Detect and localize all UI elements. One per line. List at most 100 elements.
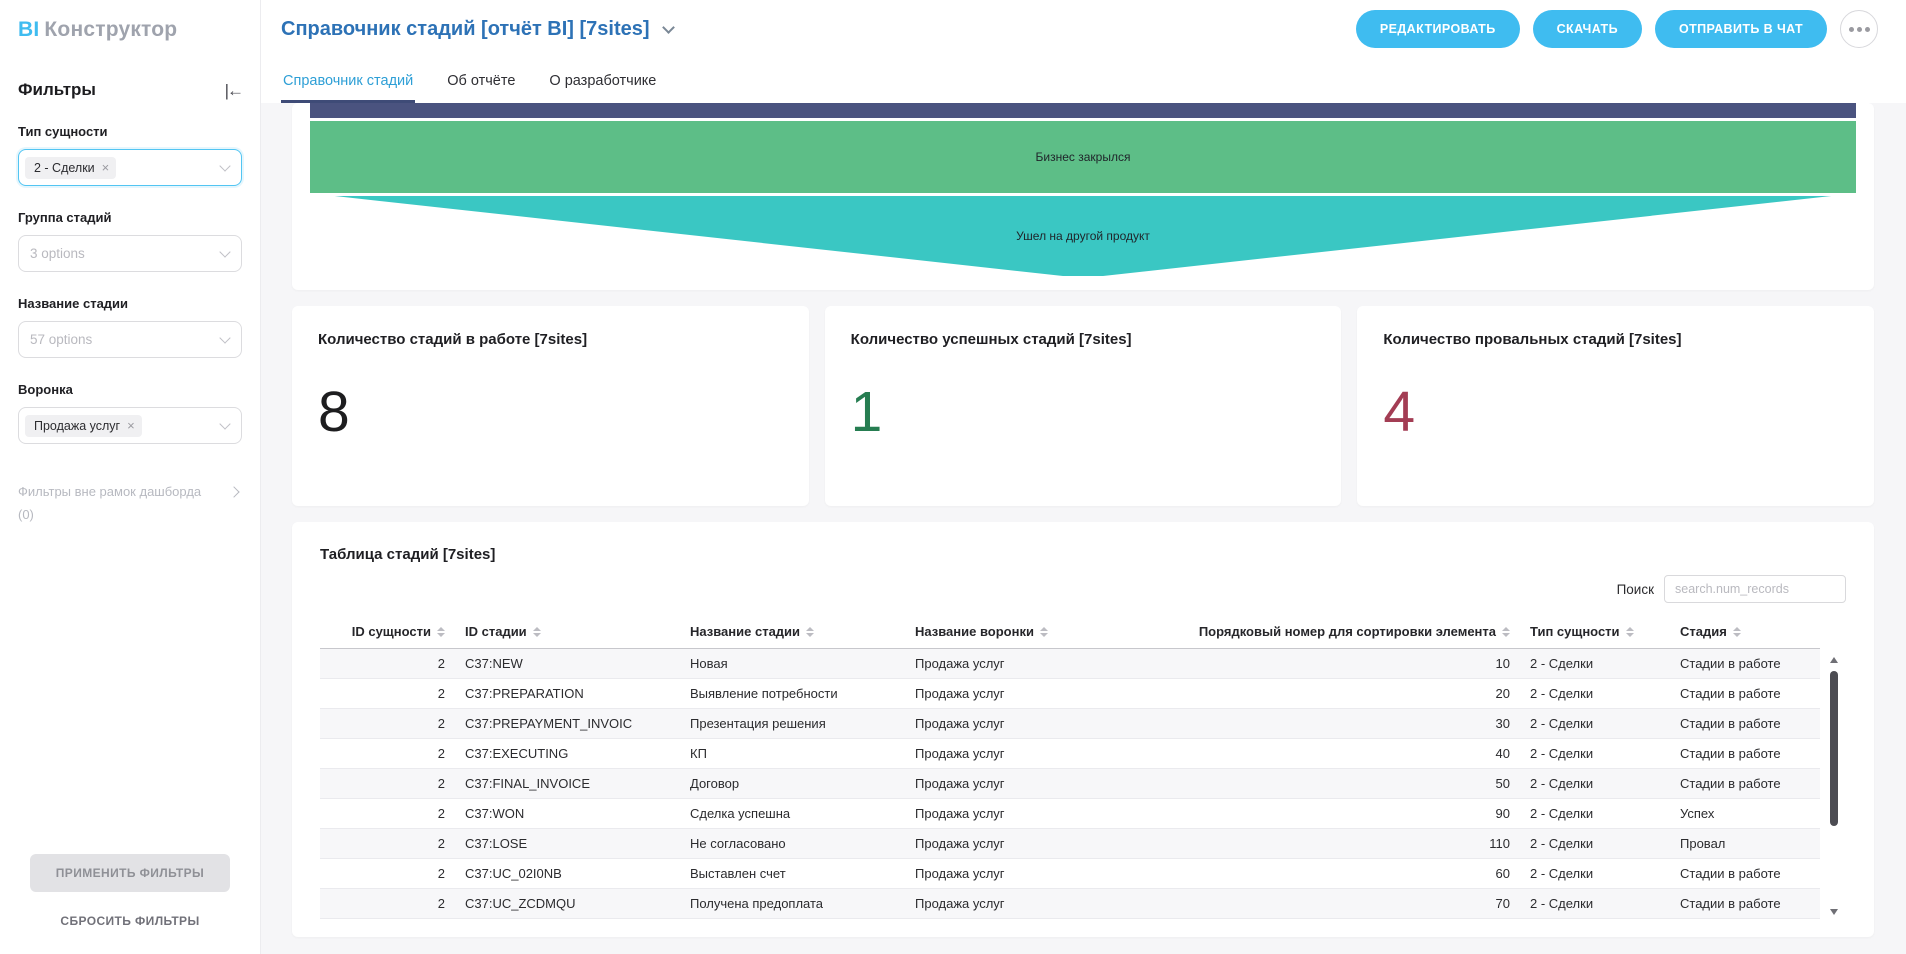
- table-cell: 2 - Сделки: [1520, 768, 1670, 799]
- table-row: 2 C37:FINAL_INVOICE Договор Продажа услуг 50…: [320, 768, 1820, 799]
- reset-filters-button[interactable]: СБРОСИТЬ ФИЛЬТРЫ: [60, 914, 200, 928]
- table-cell: 2 - Сделки: [1520, 888, 1670, 919]
- filter-label: Группа стадий: [18, 210, 112, 225]
- kpi-card-0: Количество стадий в работе [7sites] 8: [292, 306, 809, 506]
- table-cell: Продажа услуг: [905, 828, 1175, 859]
- table-cell: 20: [1175, 678, 1520, 709]
- column-sort-toggle[interactable]: Стадия: [1680, 624, 1741, 639]
- table-row: 2 C37:PREPAYMENT_INVOIC Презентация решени…: [320, 708, 1820, 739]
- funnel-segment-0[interactable]: [310, 103, 1856, 118]
- outer-filters-count: (0): [18, 507, 34, 522]
- column-sort-toggle[interactable]: ID сущности: [352, 624, 445, 639]
- column-sort-toggle[interactable]: Тип сущности: [1530, 624, 1634, 639]
- edit-button[interactable]: РЕДАКТИРОВАТЬ: [1355, 10, 1520, 48]
- filter-label: Тип сущности: [18, 124, 108, 139]
- send-to-chat-button[interactable]: ОТПРАВИТЬ В ЧАТ: [1654, 10, 1827, 48]
- topbar: Справочник стадий [отчёт BI] [7sites] РЕ…: [261, 0, 1906, 58]
- column-header-1: ID стадии: [455, 615, 680, 649]
- table-cell: Стадии в работе: [1680, 656, 1781, 671]
- tab-1[interactable]: Об отчёте: [447, 73, 516, 89]
- table-cell: КП: [680, 738, 905, 769]
- ellipsis-dot: [1856, 26, 1862, 32]
- table-cell: 2 - Сделки: [1530, 656, 1594, 671]
- column-sort-toggle[interactable]: ID стадии: [465, 624, 541, 639]
- scroll-down-icon[interactable]: [1830, 909, 1838, 915]
- table-row: 2 C37:PREPARATION Выявление потребности Про…: [320, 678, 1820, 709]
- funnel-segment-1[interactable]: Бизнес закрылся: [310, 121, 1856, 193]
- filter-select-1[interactable]: 3 options: [18, 235, 242, 272]
- column-sort-toggle[interactable]: Название воронки: [915, 624, 1048, 639]
- outer-filters-toggle[interactable]: Фильтры вне рамок дашборда: [18, 484, 242, 499]
- table-cell: 30: [1175, 708, 1520, 739]
- table-cell: Стадии в работе: [1670, 738, 1820, 769]
- column-label: ID сущности: [351, 624, 431, 639]
- apply-filters-button[interactable]: ПРИМЕНИТЬ ФИЛЬТРЫ: [29, 854, 231, 892]
- filter-select-2[interactable]: 57 options: [18, 321, 242, 358]
- table-cell: Продажа услуг: [905, 678, 1175, 709]
- sort-icon: [806, 626, 815, 637]
- table-cell: 2 - Сделки: [1520, 678, 1670, 709]
- table-cell: Продажа услуг: [905, 738, 1175, 769]
- column-header-5: Тип сущности: [1520, 615, 1670, 649]
- filters-panel-title: Фильтры: [18, 80, 96, 99]
- search-input[interactable]: [1664, 575, 1846, 603]
- column-sort-toggle[interactable]: Порядковый номер для сортировки элемента: [1199, 624, 1510, 639]
- funnel-segment-label: Бизнес закрылся: [1035, 150, 1131, 164]
- table-cell: Стадии в работе: [1670, 708, 1820, 739]
- column-sort-toggle[interactable]: Название стадии: [690, 624, 815, 639]
- chevron-down-icon: [219, 331, 231, 344]
- filters-list: Тип сущности 2 - Сделки × Группа стадий 3 op…: [18, 124, 242, 444]
- tab-2[interactable]: О разработчике: [549, 73, 657, 89]
- table-title: Таблица стадий [7sites]: [320, 546, 496, 563]
- chevron-down-icon[interactable]: [661, 20, 675, 34]
- chevron-down-icon: [219, 417, 231, 430]
- table-cell: Новая: [690, 656, 728, 671]
- chip-remove-icon[interactable]: ×: [101, 160, 110, 175]
- table-cell: Выявление потребности: [680, 678, 905, 709]
- kpi-card-1: Количество успешных стадий [7sites] 1: [824, 306, 1342, 506]
- scrollbar-thumb[interactable]: [1830, 671, 1838, 826]
- kpi-row: Количество стадий в работе [7sites] 8 Коли…: [292, 306, 1875, 506]
- collapse-sidebar-icon[interactable]: |←: [224, 80, 244, 100]
- filter-select-0[interactable]: 2 - Сделки ×: [18, 149, 242, 186]
- tab-bar: Справочник стадий Об отчёте О разработчике: [261, 58, 1906, 103]
- chevron-down-icon: [219, 245, 231, 258]
- table-cell: Стадии в работе: [1670, 888, 1820, 919]
- column-label: Название стадии: [690, 624, 801, 639]
- filter-group-3: Воронка Продажа услуг ×: [18, 382, 242, 444]
- column-header-2: Название стадии: [680, 615, 905, 649]
- table-cell: 2: [320, 888, 455, 919]
- app-logo: BI Конструктор: [18, 18, 242, 42]
- table-cell: C37:NEW: [465, 656, 523, 671]
- table-cell: C37:EXECUTING: [455, 738, 680, 769]
- table-cell: 110: [1175, 828, 1520, 859]
- column-label: Название воронки: [915, 624, 1034, 639]
- table-cell: 2 - Сделки: [1520, 708, 1670, 739]
- download-button[interactable]: СКАЧАТЬ: [1532, 10, 1642, 48]
- chevron-down-icon: [219, 159, 231, 172]
- funnel-segment-2[interactable]: Ушел на другой продукт: [334, 196, 1832, 276]
- scroll-up-icon[interactable]: [1830, 657, 1838, 663]
- table-row: 2 C37:UC_ZCDMQU Получена предоплата Продажа…: [320, 888, 1820, 919]
- chip-remove-icon[interactable]: ×: [127, 418, 135, 433]
- table-cell: Презентация решения: [680, 708, 905, 739]
- table-cell: 2: [320, 678, 455, 709]
- table-cell: 2: [320, 708, 455, 739]
- chip-label: Продажа услуг: [34, 418, 121, 433]
- table-cell: 2 - Сделки: [1520, 858, 1670, 889]
- table-cell: Стадии в работе: [1670, 768, 1820, 799]
- filter-select-3[interactable]: Продажа услуг ×: [18, 407, 242, 444]
- table-cell: Стадии в работе: [1670, 678, 1820, 709]
- ellipsis-dot: [1864, 26, 1870, 32]
- table-cell: Сделка успешна: [680, 798, 905, 829]
- table-cell: C37:PREPARATION: [455, 678, 680, 709]
- table-cell: 40: [1175, 738, 1520, 769]
- filter-group-2: Название стадии 57 options: [18, 296, 242, 358]
- tab-0[interactable]: Справочник стадий: [281, 58, 416, 103]
- dashboard-content: Бизнес закрылся Ушел на другой продукт Ко…: [261, 103, 1906, 954]
- more-options-button[interactable]: [1840, 10, 1878, 48]
- filter-chip: 2 - Сделки ×: [25, 156, 117, 179]
- table-cell: Продажа услуг: [905, 858, 1175, 889]
- kpi-value: 8: [318, 380, 350, 444]
- column-header-6: Стадия: [1670, 615, 1820, 649]
